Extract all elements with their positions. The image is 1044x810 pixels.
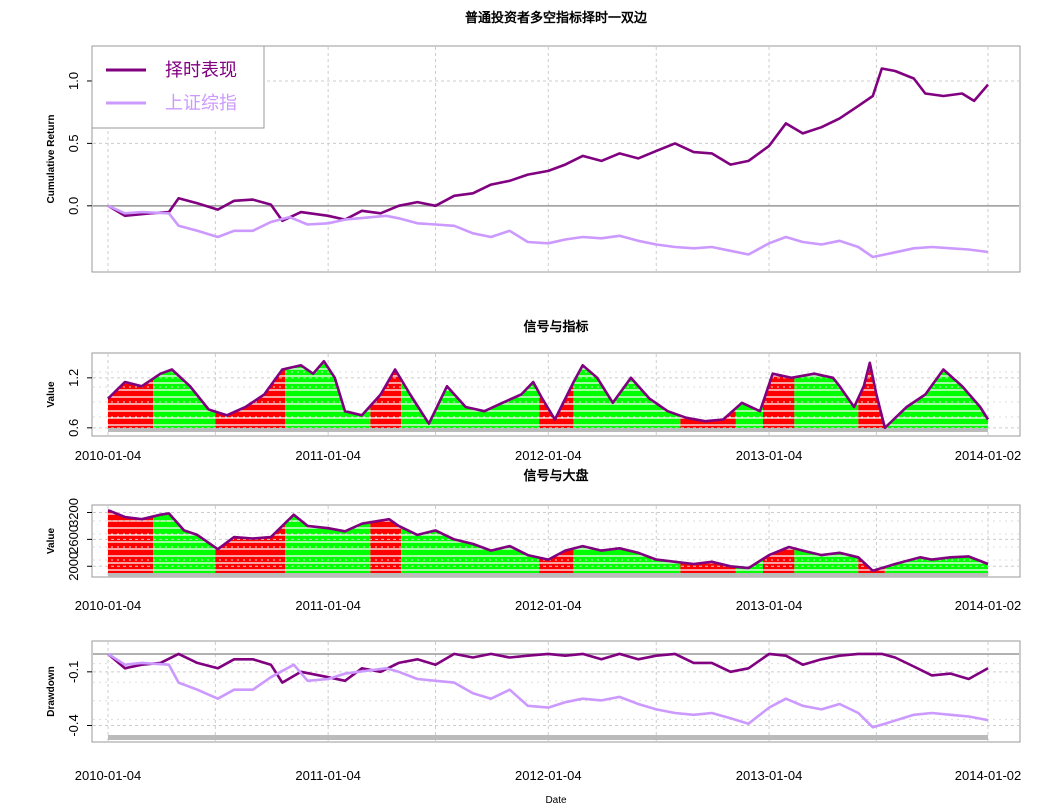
legend-label: 择时表现 xyxy=(165,60,237,81)
panel-2-frame xyxy=(91,352,1021,437)
x-tick-label: 2013-01-04 xyxy=(736,448,803,463)
signal-region-short xyxy=(370,361,402,428)
x-tick-label: 2014-01-02 xyxy=(955,598,1022,613)
panel-1-frame xyxy=(91,45,1021,273)
x-axis-strip xyxy=(108,735,988,740)
panel-1-title: 普通投资者多空指标择时一双边 xyxy=(465,10,648,26)
x-tick-label: 2011-01-04 xyxy=(295,598,361,613)
x-tick-label: 2014-01-02 xyxy=(955,768,1022,783)
x-axis-strip xyxy=(108,428,988,432)
signal-region-long xyxy=(735,361,764,428)
signal-region-long xyxy=(401,361,540,428)
panel-4-frame xyxy=(91,640,1021,743)
x-tick-label: 2012-01-04 xyxy=(515,768,582,783)
y-tick-label: 3200 xyxy=(66,498,81,527)
series-line-2 xyxy=(107,204,989,259)
legend-box xyxy=(91,45,265,129)
panel-3-title: 信号与大盘 xyxy=(523,468,588,484)
y-tick-label: 1.2 xyxy=(66,369,81,387)
y-axis-label: Value xyxy=(46,528,57,555)
panel-2-title: 信号与指标 xyxy=(523,319,588,335)
y-tick-label: 1.0 xyxy=(66,72,81,90)
y-axis-label: Drawdown xyxy=(46,666,57,717)
panel-2: 信号与指标 0.6 1.2 Value 2010-01-04 2011-01-04 2012… xyxy=(46,319,1021,463)
x-tick-label: 2011-01-04 xyxy=(295,768,361,783)
x-tick-label: 2012-01-04 xyxy=(515,448,582,463)
y-tick-label: -0.1 xyxy=(66,661,81,683)
series-line-1 xyxy=(107,67,989,223)
x-tick-label: 2014-01-02 xyxy=(955,448,1022,463)
panel-1: 普通投资者多空指标择时一双边 0.0 0.5 1.0 Cumulative Return xyxy=(46,10,1021,273)
series-line-1 xyxy=(107,359,990,430)
y-tick-label: 0.0 xyxy=(66,197,81,215)
series-line-1 xyxy=(107,652,989,684)
x-tick-label: 2013-01-04 xyxy=(736,768,803,783)
panel-4: -0.4 -0.1 Drawdown 2010-01-04 2011-01-04 2012… xyxy=(46,640,1022,806)
legend-label: 上证综指 xyxy=(165,93,237,114)
y-tick-label: 2600 xyxy=(66,525,81,554)
x-tick-label: 2011-01-04 xyxy=(295,448,361,463)
y-tick-label: 2000 xyxy=(66,552,81,581)
x-tick-label: 2010-01-04 xyxy=(75,768,142,783)
x-tick-label: 2012-01-04 xyxy=(515,598,582,613)
x-axis-strip xyxy=(108,573,988,577)
series-line-1 xyxy=(107,508,989,573)
series-line-2 xyxy=(107,652,989,729)
x-tick-label: 2010-01-04 xyxy=(75,598,142,613)
signal-region-long xyxy=(884,361,988,428)
x-tick-label: 2013-01-04 xyxy=(736,598,803,613)
y-tick-label: 0.6 xyxy=(66,419,81,437)
y-axis-label: Cumulative Return xyxy=(46,115,57,204)
y-tick-label: -0.4 xyxy=(66,714,81,736)
y-axis-label: Value xyxy=(46,381,57,408)
x-axis-label: Date xyxy=(545,795,567,806)
y-tick-label: 0.5 xyxy=(66,134,81,152)
x-tick-label: 2010-01-04 xyxy=(75,448,142,463)
